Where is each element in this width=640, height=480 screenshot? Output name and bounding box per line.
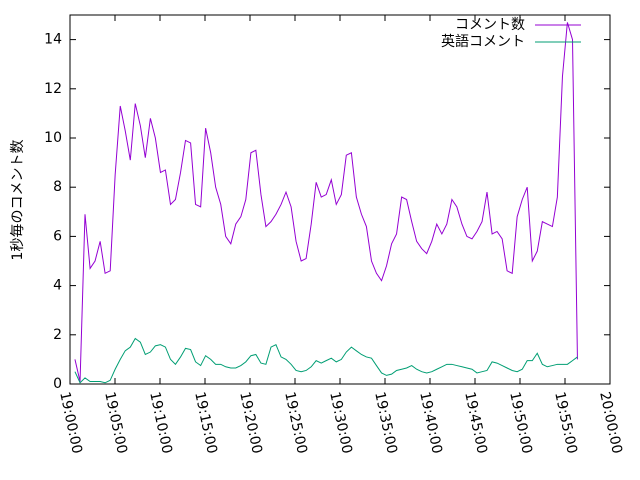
- x-tick-label: 19:25:00: [281, 390, 310, 455]
- x-tick-label: 19:20:00: [236, 390, 265, 455]
- y-tick-label: 2: [53, 327, 62, 343]
- y-tick-label: 0: [53, 376, 62, 392]
- x-tick-label: 19:15:00: [191, 390, 220, 455]
- series-line: [74, 337, 578, 384]
- y-tick-label: 10: [44, 130, 62, 146]
- y-tick-label: 8: [53, 179, 62, 195]
- x-tick-label: 19:00:00: [56, 390, 85, 455]
- y-tick-label: 14: [44, 32, 62, 48]
- x-tick-label: 19:35:00: [371, 390, 400, 455]
- x-tick-label: 19:55:00: [551, 390, 580, 455]
- x-tick-label: 19:50:00: [506, 390, 535, 455]
- x-tick-label: 19:10:00: [146, 390, 175, 455]
- legend-label: 英語コメント: [441, 33, 525, 50]
- x-tick-label: 19:30:00: [326, 390, 355, 455]
- y-tick-label: 4: [53, 278, 62, 294]
- x-tick-label: 19:45:00: [461, 390, 490, 455]
- x-tick-label: 20:00:00: [596, 390, 625, 455]
- y-axis-label: 1秒毎のコメント数: [10, 140, 26, 261]
- y-tick-label: 12: [44, 81, 62, 97]
- x-tick-label: 19:40:00: [416, 390, 445, 455]
- series-line: [74, 22, 578, 382]
- plot-border: [69, 14, 611, 385]
- x-tick-label: 19:05:00: [101, 390, 130, 455]
- y-tick-label: 6: [53, 228, 62, 244]
- legend-label: コメント数: [455, 17, 525, 33]
